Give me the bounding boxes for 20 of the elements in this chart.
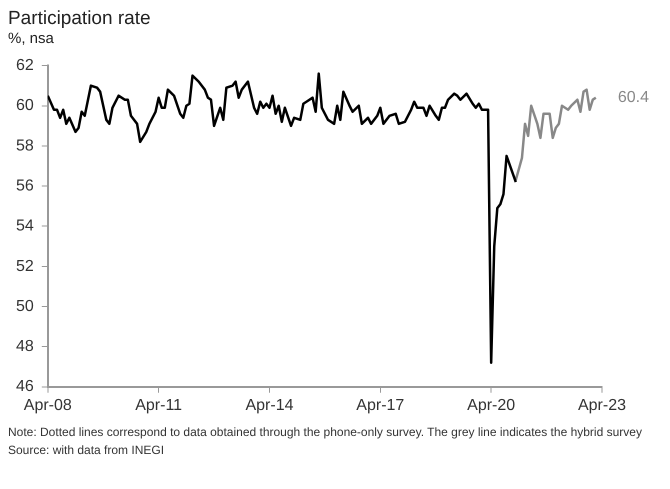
y-tick-label: 54: [16, 218, 34, 235]
y-tick-label: 50: [16, 298, 34, 315]
source-note: Source: with data from INEGI: [8, 442, 166, 458]
text: Note: Dotted lines correspond to data obtained through the phone-only survey. The grey line indicates the hybrid survey: [8, 424, 643, 440]
y-tick-label: 58: [16, 137, 34, 154]
x-tick-label: Apr-14: [245, 396, 294, 414]
y-tick-label: 60: [16, 97, 34, 114]
x-tick-label: Apr-11: [135, 396, 182, 414]
chart-title: Participation rate: [8, 8, 152, 30]
x-tick-label: Apr-08: [24, 396, 72, 414]
y-tick-label: 56: [16, 177, 34, 194]
chart-subtitle: %, nsa: [8, 30, 55, 48]
x-tick-label: Apr-23: [578, 396, 626, 414]
annotation: 60.4: [618, 89, 650, 106]
y-tick-label: 52: [16, 258, 34, 275]
x-tick-label: Apr-17: [356, 396, 404, 414]
x-tick-label: Apr-20: [467, 396, 516, 414]
y-tick-label: 62: [16, 57, 34, 74]
y-tick-label: 48: [16, 338, 34, 356]
y-tick-label: 46: [16, 378, 34, 396]
